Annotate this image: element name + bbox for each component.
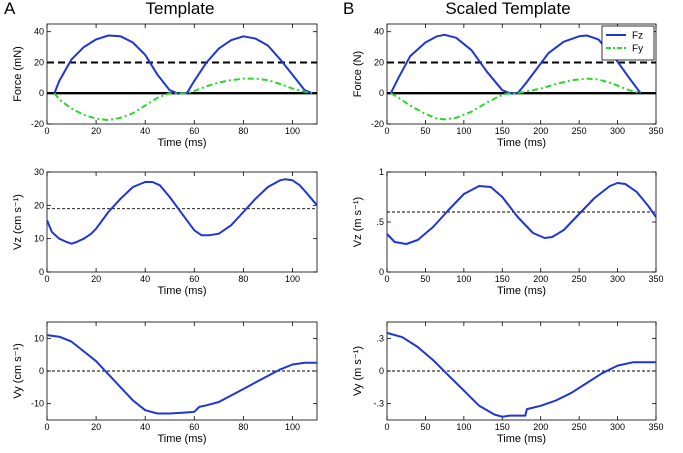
y-tick-label: 0 [39,267,44,277]
x-tick-label: 100 [456,274,471,284]
y-tick-label: 40 [374,27,384,37]
x-axis-label: Time (ms) [157,433,206,445]
y-tick-label: 0 [379,267,384,277]
y-tick-label: 20 [34,200,44,210]
x-tick-label: 100 [456,422,471,432]
series-line-1 [386,182,657,245]
chart-a_vy: 0 20 40 60 80 100 -10 0 10 Time (ms) Vy (cm s⁻¹) [12,321,318,445]
x-tick-label: 60 [189,126,199,136]
x-tick-label: 350 [648,274,663,284]
y-tick-label: 10 [34,234,44,244]
x-tick-label: 250 [572,126,587,136]
x-tick-label: 100 [285,274,300,284]
x-tick-label: 200 [533,126,548,136]
x-tick-label: 300 [610,126,625,136]
y-tick-label: -20 [31,119,44,129]
x-tick-label: 150 [495,126,510,136]
x-axis-label: Time (ms) [157,285,206,297]
y-tick-label: -20 [371,119,384,129]
panel-letter-b: B [343,0,354,18]
y-axis-label: Vy (m s⁻¹) [352,346,364,396]
x-tick-label: 20 [91,126,101,136]
y-axis-label: Force (N) [352,51,364,97]
legend-label-fz: Fz [632,31,643,42]
x-tick-label: 40 [140,422,150,432]
legend: Fz Fy [601,25,655,61]
x-tick-label: 20 [91,274,101,284]
x-tick-label: 80 [238,274,248,284]
y-tick-label: -10 [31,399,44,409]
y-tick-label: 0 [379,88,384,98]
series-line-1 [386,331,656,418]
column-a-title: Template [146,0,215,18]
x-tick-label: 80 [238,422,248,432]
x-tick-label: 350 [648,422,663,432]
series-line-1 [46,178,318,245]
chart-a_vz: 0 20 40 60 80 100 0 10 20 30 Time (ms) Vz (cm s⁻¹) [12,167,318,297]
x-tick-label: 0 [44,126,49,136]
y-axis-label: Vz (cm s⁻¹) [12,194,24,250]
x-tick-label: 0 [384,422,389,432]
x-tick-label: 0 [384,274,389,284]
plot-frame [46,23,318,125]
x-tick-label: 40 [140,274,150,284]
y-axis-label: Force (mN) [12,46,24,102]
x-tick-label: 200 [533,422,548,432]
y-tick-label: .3 [376,333,384,343]
x-tick-label: 300 [610,422,625,432]
series-line-fy [390,77,641,121]
x-tick-label: 250 [572,422,587,432]
y-tick-label: 0 [39,88,44,98]
x-tick-label: 50 [420,274,430,284]
x-tick-label: 60 [189,274,199,284]
x-tick-label: 50 [420,422,430,432]
plot-frame [46,171,318,273]
x-axis-label: Time (ms) [497,285,546,297]
x-tick-label: 40 [140,126,150,136]
y-tick-label: 20 [34,57,44,67]
y-tick-label: 10 [34,333,44,343]
y-tick-label: 1 [379,167,384,177]
y-tick-label: 30 [34,167,44,177]
x-tick-label: 100 [285,126,300,136]
y-axis-label: Vz (m s⁻¹) [352,197,364,247]
x-axis-label: Time (ms) [157,137,206,149]
y-tick-label: -.3 [373,399,384,409]
y-tick-label: .5 [376,217,384,227]
x-tick-label: 100 [456,126,471,136]
x-tick-label: 0 [384,126,389,136]
series-line-2 [53,77,313,122]
x-tick-label: 60 [189,422,199,432]
y-tick-label: 0 [39,366,44,376]
y-tick-label: 20 [374,57,384,67]
y-axis-label: Vy (cm s⁻¹) [12,343,24,399]
chart-b_vz: 0 50 100 150 200 250 300 350 0 .5 1 Time (ms) Vz (m … [352,167,664,297]
x-tick-label: 100 [285,422,300,432]
x-tick-label: 150 [495,274,510,284]
x-tick-label: 200 [533,274,548,284]
legend-label-fy: Fy [632,44,643,55]
column-b-title: Scaled Template [445,0,570,18]
x-tick-label: 50 [420,126,430,136]
legend-box [601,25,655,61]
chart-b_vy: 0 50 100 150 200 250 300 350 -.3 0 .3 Time (ms) Vy (… [352,321,664,445]
x-tick-label: 20 [91,422,101,432]
y-tick-label: 0 [379,366,384,376]
x-tick-label: 150 [495,422,510,432]
series-line-1 [46,334,317,415]
x-tick-label: 0 [44,422,49,432]
x-tick-label: 250 [572,274,587,284]
y-tick-label: 40 [34,27,44,37]
panel-letter-a: A [4,0,16,18]
x-axis-label: Time (ms) [497,137,546,149]
x-tick-label: 80 [238,126,248,136]
x-tick-label: 350 [648,126,663,136]
x-axis-label: Time (ms) [497,433,546,445]
x-tick-label: 0 [44,274,49,284]
x-tick-label: 300 [610,274,625,284]
